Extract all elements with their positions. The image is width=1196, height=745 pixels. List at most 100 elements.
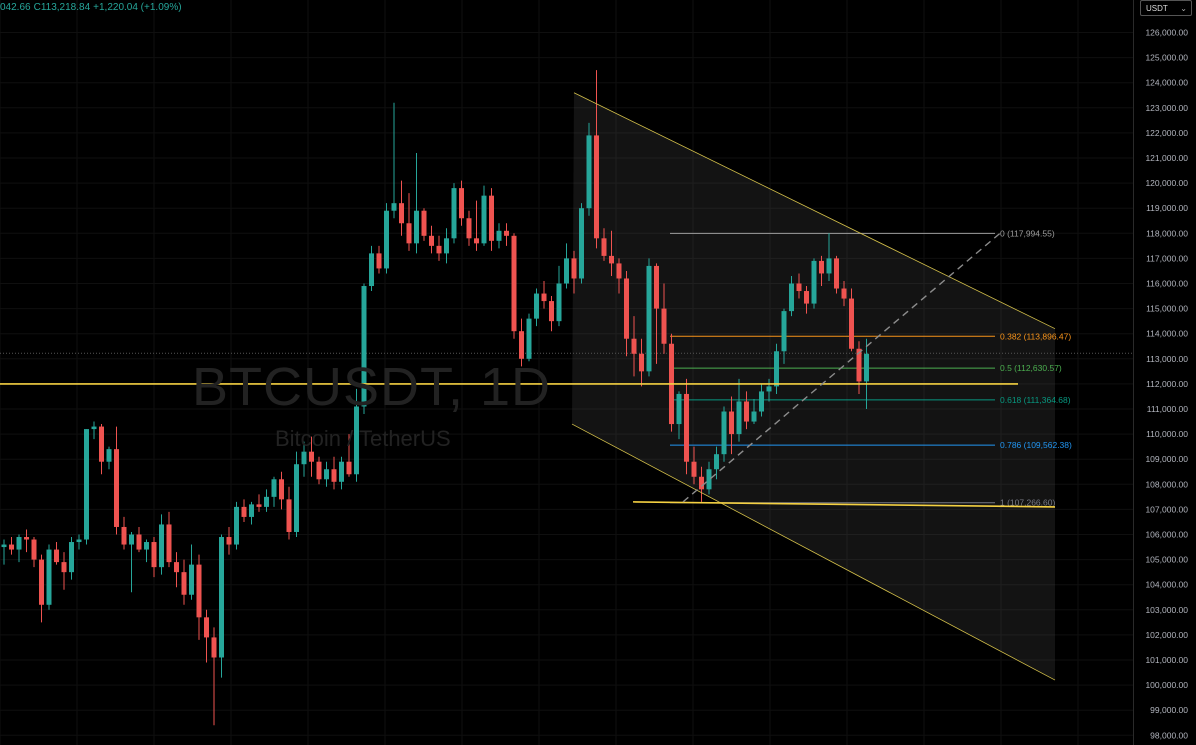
candle-body xyxy=(76,539,82,543)
candle-body xyxy=(241,506,247,517)
y-tick-label: 114,000.00 xyxy=(1146,329,1188,339)
candle-body xyxy=(451,188,457,239)
candle-body xyxy=(69,542,74,573)
y-tick-label: 116,000.00 xyxy=(1146,279,1188,289)
candle-body xyxy=(436,245,442,254)
candle-body xyxy=(354,406,359,475)
candle-body xyxy=(459,188,464,219)
candle-body xyxy=(774,351,779,387)
candle-body xyxy=(856,348,862,382)
y-tick-label: 123,000.00 xyxy=(1145,103,1188,113)
currency-label: USDT xyxy=(1146,4,1168,13)
y-tick-label: 103,000.00 xyxy=(1145,605,1188,615)
price-axis xyxy=(1133,0,1196,745)
candle-body xyxy=(616,263,622,279)
candle-body xyxy=(346,461,352,475)
candle-body xyxy=(294,464,299,532)
candle-body xyxy=(714,454,719,470)
candle-body xyxy=(24,537,29,540)
symbol-watermark: BTCUSDT, 1D xyxy=(192,357,552,417)
candle-body xyxy=(609,255,614,264)
candle-body xyxy=(271,479,277,497)
candle-body xyxy=(16,537,22,550)
candle-body xyxy=(549,301,554,322)
currency-selector[interactable]: USDT ⌄ xyxy=(1140,0,1192,16)
candle-body xyxy=(406,223,412,244)
candle-body xyxy=(331,469,337,482)
candle-body xyxy=(399,203,404,224)
y-tick-label: 117,000.00 xyxy=(1146,253,1188,263)
candle-body xyxy=(324,469,329,480)
fib-label-0: 0 (117,994.55) xyxy=(1000,228,1055,238)
candle-body xyxy=(189,564,194,595)
y-tick-label: 99,000.00 xyxy=(1150,705,1188,715)
candle-body xyxy=(144,542,149,550)
close-value: 113,218.84 xyxy=(40,2,91,13)
candle-body xyxy=(54,549,59,563)
candle-body xyxy=(481,195,487,244)
candle-body xyxy=(624,278,629,339)
y-tick-label: 124,000.00 xyxy=(1145,78,1188,88)
candle-body xyxy=(676,393,682,425)
candle-body xyxy=(249,504,254,517)
candle-body xyxy=(519,331,524,359)
candle-body xyxy=(526,318,532,359)
candle-body xyxy=(361,286,367,407)
candle-body xyxy=(826,258,832,274)
candle-body xyxy=(279,479,284,500)
candle-body xyxy=(601,238,607,256)
y-tick-label: 122,000.00 xyxy=(1145,128,1188,138)
candle-body xyxy=(819,260,824,274)
y-tick-label: 109,000.00 xyxy=(1145,454,1188,464)
candle-body xyxy=(219,537,224,658)
ohlc-legend: 042.66 C113,218.84 +1,220.04 (+1.09%) xyxy=(0,2,185,13)
candle-body xyxy=(841,288,847,299)
candle-body xyxy=(159,524,164,568)
candle-body xyxy=(811,260,817,304)
y-tick-label: 98,000.00 xyxy=(1150,730,1188,740)
candle-body xyxy=(301,451,307,465)
channel-fill xyxy=(572,92,1055,681)
candle-body xyxy=(759,391,764,412)
candle-body xyxy=(834,258,839,289)
candle-body xyxy=(541,293,547,302)
candle-body xyxy=(421,210,427,236)
candle-body xyxy=(571,258,577,279)
candle-body xyxy=(234,506,239,545)
trendline-channel-lower xyxy=(571,423,1056,681)
y-tick-label: 119,000.00 xyxy=(1146,203,1188,213)
candle-body xyxy=(91,426,97,430)
candle-body xyxy=(114,449,119,527)
change-value: +1,220.04 (+1.09%) xyxy=(93,2,182,13)
candle-body xyxy=(564,258,569,284)
candle-body xyxy=(684,393,689,462)
y-tick-label: 108,000.00 xyxy=(1145,479,1188,489)
candle-body xyxy=(1,544,7,548)
trendline-diagonal-dashed xyxy=(682,232,1001,503)
candle-body xyxy=(579,208,584,279)
y-tick-label: 111,000.00 xyxy=(1147,404,1189,414)
candle-body xyxy=(99,426,104,462)
candle-body xyxy=(766,386,772,392)
close-label: C xyxy=(33,2,41,13)
y-tick-label: 120,000.00 xyxy=(1145,178,1188,188)
y-tick-label: 113,000.00 xyxy=(1146,354,1188,364)
candle-body xyxy=(414,210,419,244)
candle-body xyxy=(661,308,667,344)
candle-body xyxy=(744,401,749,422)
trendline-support-107200 xyxy=(632,501,1056,508)
fib-label-0.382: 0.382 (113,896.47) xyxy=(1000,331,1071,341)
candle-body xyxy=(309,451,314,462)
candle-body xyxy=(639,353,644,372)
candle-body xyxy=(504,230,509,236)
candle-body xyxy=(46,549,52,605)
y-tick-label: 101,000.00 xyxy=(1145,655,1188,665)
candle-body xyxy=(129,534,134,545)
candle-body xyxy=(9,544,14,550)
fib-label-1: 1 (107,266.60) xyxy=(1000,498,1055,508)
candle-body xyxy=(511,235,517,332)
candle-body xyxy=(384,210,389,269)
candle-body xyxy=(174,562,179,573)
candle-body xyxy=(444,238,449,254)
